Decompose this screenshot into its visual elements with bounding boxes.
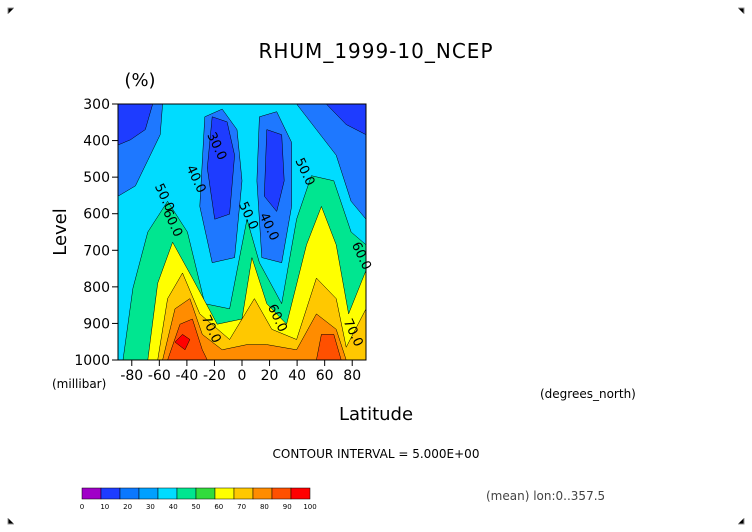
y-units-label: (millibar) [52,377,106,391]
colorbar-label: 10 [100,503,109,511]
chart-title: RHUM_1999-10_NCEP [258,39,493,63]
colorbar-label: 0 [80,503,84,511]
colorbar-swatch [81,487,102,500]
colorbar-label: 20 [123,503,132,511]
y-axis-ticks: 300 400 500 600 700 800 900 1000 [74,97,118,369]
x-tick-label: 0 [238,368,247,384]
colorbar-label: 70 [237,503,246,511]
colorbar-swatch [271,487,292,500]
contour-band [325,104,366,135]
y-tick-label: 1000 [74,353,110,369]
colorbar-label: 60 [214,503,223,511]
y-tick-label: 500 [83,170,110,186]
colorbar-swatch [157,487,178,500]
contour-band [296,104,366,220]
y-tick-label: 600 [83,207,110,223]
contour-interval-text: CONTOUR INTERVAL = 5.000E+00 [273,447,480,461]
y-tick-label: 700 [83,243,110,259]
x-tick-label: -60 [148,368,171,384]
contour-band [207,116,235,220]
x-tick-label: -80 [120,368,143,384]
x-tick-label: 20 [261,368,279,384]
x-tick-label: -20 [203,368,226,384]
contour-band [174,334,191,351]
corner-marks [7,7,745,525]
y-tick-label: 900 [83,316,110,332]
x-axis-label: Latitude [339,404,413,425]
contour-bands [118,104,366,360]
colorbar-swatch [252,487,273,500]
units-label: (%) [124,70,155,91]
y-tick-label: 400 [83,134,110,150]
mean-longitude-note: (mean) lon:0..357.5 [486,489,605,503]
x-tick-label: 60 [316,368,334,384]
colorbar-swatch [233,487,254,500]
colorbar-swatch [138,487,159,500]
colorbar-swatch [100,487,121,500]
colorbar-label: 90 [283,503,292,511]
colorbar-swatch [119,487,140,500]
colorbar-swatch [214,487,235,500]
x-axis-ticks: -80 -60 -40 -20 0 20 40 60 80 [120,360,361,384]
colorbar-label: 80 [260,503,269,511]
y-tick-label: 300 [83,97,110,113]
colorbar-label: 40 [169,503,178,511]
colorbar: 0 10 20 30 40 50 60 70 80 90 100 [80,487,317,511]
x-tick-label: 40 [288,368,306,384]
colorbar-swatch [290,487,311,500]
colorbar-label: 100 [303,503,316,511]
x-units-label: (degrees_north) [540,387,636,401]
x-tick-label: 80 [343,368,361,384]
contour-band [162,298,347,360]
x-tick-label: -40 [175,368,198,384]
contour-band [118,104,153,146]
colorbar-swatch [176,487,197,500]
colorbar-label: 30 [146,503,155,511]
plot-area: 30.040.050.060.070.050.040.060.050.060.0… [117,103,374,361]
colorbar-label: 50 [192,503,201,511]
contour-band [264,129,285,213]
colorbar-swatch [195,487,216,500]
contour-band [316,334,342,360]
y-axis-label: Level [50,208,71,256]
y-tick-label: 800 [83,280,110,296]
